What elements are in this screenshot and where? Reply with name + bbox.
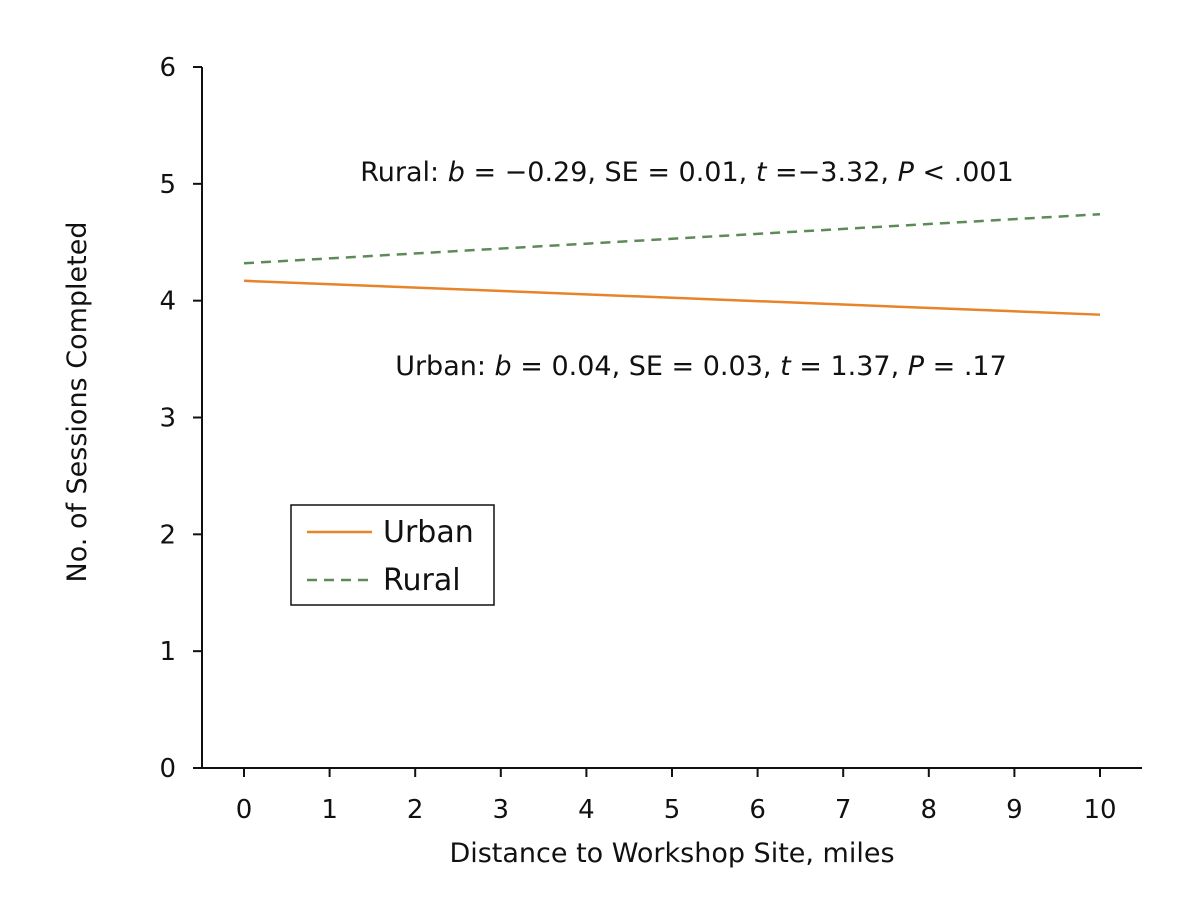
x-ticks: 0 1 2 3 4 5 6 7 8 9 10 <box>236 768 1117 825</box>
annotation-rural-b-label: b <box>448 157 465 188</box>
legend: Urban Rural <box>290 504 495 606</box>
legend-box <box>290 504 495 606</box>
series-group <box>243 212 1101 316</box>
y-tick-label: 4 <box>159 287 176 317</box>
annotation-urban-p-label: P <box>908 351 925 382</box>
y-tick-label: 5 <box>159 170 176 200</box>
annotation-urban-b-value: = 0.04, SE = 0.03, <box>520 351 771 382</box>
annotation-urban-t-label: t <box>780 351 792 382</box>
x-tick-label: 1 <box>321 795 338 825</box>
x-tick-label: 7 <box>835 795 852 825</box>
annotation-rural: Rural: b = −0.29, SE = 0.01, t =−3.32, P… <box>360 157 1014 188</box>
y-tick-label: 0 <box>159 754 176 784</box>
x-tick-label: 6 <box>749 795 766 825</box>
x-tick-label: 8 <box>921 795 938 825</box>
annotation-rural-t-value: =−3.32, <box>775 157 889 188</box>
annotation-rural-colon: : <box>430 157 448 188</box>
annotation-rural-b-value: = −0.29, SE = 0.01, <box>473 157 747 188</box>
x-axis-title: Distance to Workshop Site, miles <box>449 838 894 869</box>
x-tick-label: 3 <box>493 795 510 825</box>
annotation-urban-t-value: = 1.37, <box>799 351 899 382</box>
x-tick-label: 4 <box>578 795 595 825</box>
y-axis-title: No. of Sessions Completed <box>62 222 93 583</box>
x-tick-label: 0 <box>236 795 253 825</box>
annotation-urban-b-label: b <box>495 351 512 382</box>
annotation-rural-p-label: P <box>898 157 915 188</box>
y-ticks: 0 1 2 3 4 5 6 <box>159 53 202 784</box>
legend-label-urban: Urban <box>383 515 474 550</box>
annotation-urban-group: Urban <box>395 351 477 382</box>
x-tick-label: 9 <box>1006 795 1023 825</box>
annotation-urban-p-value: = .17 <box>933 351 1007 382</box>
x-tick-label: 5 <box>664 795 681 825</box>
annotation-urban-colon: : <box>477 351 495 382</box>
annotation-urban: Urban: b = 0.04, SE = 0.03, t = 1.37, P … <box>395 351 1007 382</box>
y-tick-label: 2 <box>159 520 176 550</box>
y-tick-label: 3 <box>159 404 176 434</box>
annotation-rural-t-label: t <box>756 157 768 188</box>
annotation-rural-group: Rural <box>360 157 430 188</box>
series-line-urban <box>243 279 1101 316</box>
legend-label-rural: Rural <box>383 563 461 598</box>
annotation-rural-p-value: < .001 <box>922 157 1013 188</box>
y-tick-label: 1 <box>159 637 176 667</box>
x-tick-label: 10 <box>1083 795 1116 825</box>
x-tick-label: 2 <box>407 795 424 825</box>
series-line-rural <box>243 212 1101 265</box>
y-tick-label: 6 <box>159 53 176 83</box>
